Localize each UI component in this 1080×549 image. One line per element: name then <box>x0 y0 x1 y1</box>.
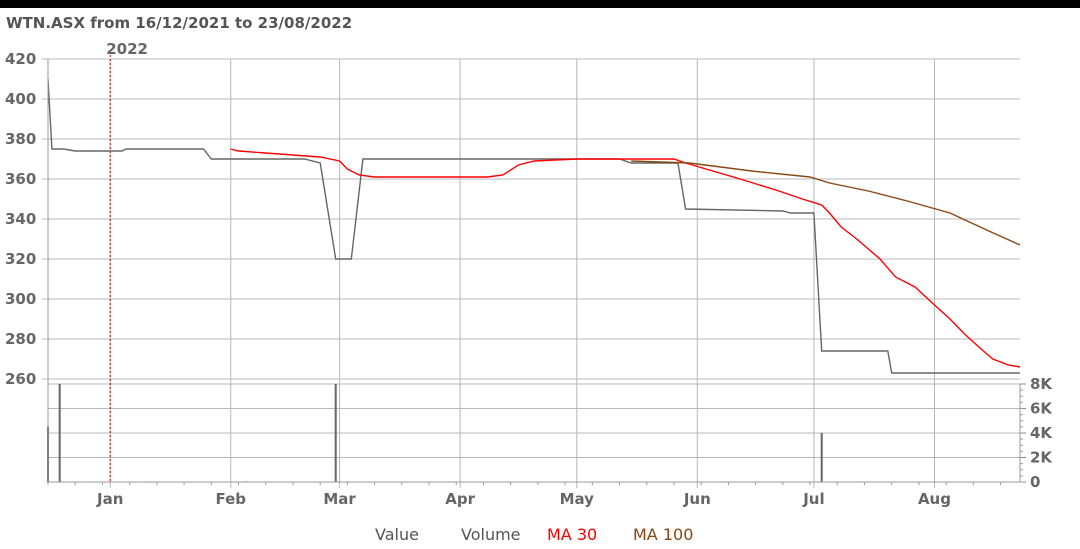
volume-tick-label: 0 <box>1030 473 1040 491</box>
year-marker-label: 2022 <box>106 40 148 58</box>
price-tick-label: 280 <box>5 330 36 348</box>
volume-tick-label: 4K <box>1030 424 1053 442</box>
line-series <box>47 78 1021 374</box>
axes: 420 400 380 360 340 320 300 280 260 8K 6K 4K 2K 0 Jan F… <box>5 50 1053 508</box>
price-tick-label: 340 <box>5 210 36 228</box>
volume-tick-label: 8K <box>1030 375 1053 393</box>
price-tick-label: 260 <box>5 370 36 388</box>
price-tick-label: 380 <box>5 130 36 148</box>
month-tick-label: Jul <box>802 490 824 508</box>
month-tick-label: Aug <box>918 490 951 508</box>
legend: Value Volume MA 30 MA 100 <box>375 525 693 544</box>
legend-item: MA 30 <box>547 525 597 544</box>
month-tick-label: Jan <box>96 490 123 508</box>
series-line-ma-30 <box>230 148 1021 368</box>
series-line-ma-100 <box>631 160 1021 246</box>
volume-tick-label: 2K <box>1030 449 1053 467</box>
chart: WTN.ASX from 16/12/2021 to 23/08/2022 20… <box>0 8 1080 549</box>
month-tick-label: Apr <box>445 490 475 508</box>
series-line-value <box>47 78 1020 374</box>
chart-svg: WTN.ASX from 16/12/2021 to 23/08/2022 20… <box>5 14 1053 544</box>
chart-title: WTN.ASX from 16/12/2021 to 23/08/2022 <box>6 14 352 32</box>
volume-tick-label: 6K <box>1030 400 1053 418</box>
price-tick-label: 360 <box>5 170 36 188</box>
price-tick-label: 420 <box>5 50 36 68</box>
year-marker: 2022 <box>106 40 148 482</box>
grid <box>42 58 1020 488</box>
legend-item: Volume <box>461 525 521 544</box>
price-tick-label: 300 <box>5 290 36 308</box>
price-tick-label: 400 <box>5 90 36 108</box>
month-tick-label: Jun <box>683 490 711 508</box>
legend-item: MA 100 <box>633 525 693 544</box>
price-tick-label: 320 <box>5 250 36 268</box>
legend-item: Value <box>375 525 419 544</box>
month-tick-label: Feb <box>215 490 246 508</box>
month-tick-label: Mar <box>323 490 356 508</box>
month-tick-label: May <box>560 490 595 508</box>
